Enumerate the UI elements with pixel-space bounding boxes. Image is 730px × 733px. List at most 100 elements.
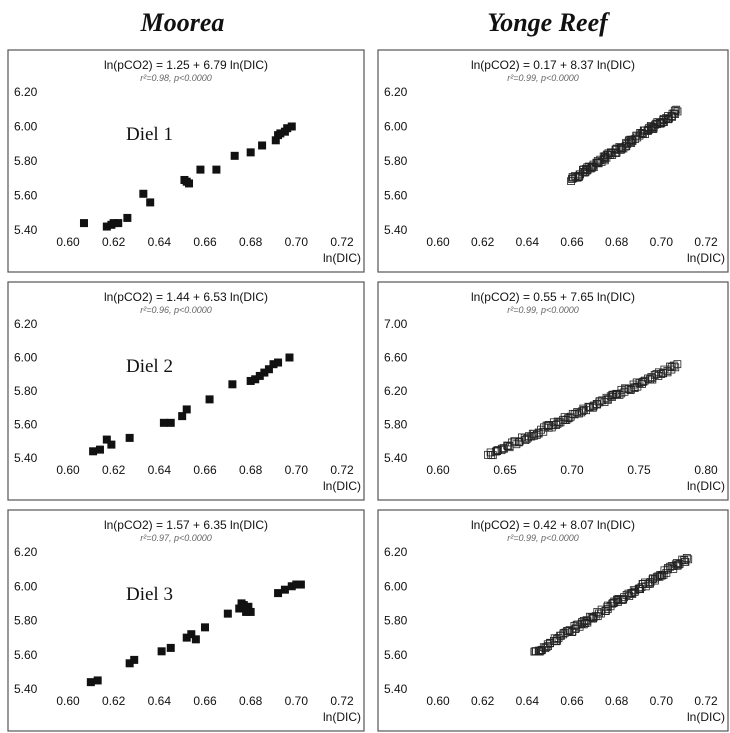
- x-tick-label: 0.72: [694, 694, 718, 708]
- y-tick-label: 5.80: [384, 154, 408, 168]
- data-point: [530, 429, 539, 438]
- x-tick-label: 0.68: [239, 463, 263, 477]
- data-point: [185, 179, 194, 188]
- data-point: [285, 353, 294, 362]
- data-point: [182, 633, 191, 642]
- x-tick-label: 0.64: [516, 694, 540, 708]
- x-axis-label: ln(DIC): [323, 710, 361, 724]
- y-tick-label: 6.00: [384, 579, 408, 593]
- data-point: [598, 396, 607, 405]
- x-tick-label: 0.68: [605, 235, 629, 249]
- data-point: [497, 446, 506, 455]
- x-tick-label: 0.80: [694, 463, 718, 477]
- y-tick-label: 5.40: [384, 223, 408, 237]
- data-point: [246, 607, 255, 616]
- x-axis-label: ln(DIC): [323, 251, 361, 265]
- data-point: [635, 379, 644, 388]
- data-point: [157, 647, 166, 656]
- x-tick-label: 0.62: [102, 694, 126, 708]
- data-point: [672, 105, 681, 114]
- x-tick-label: 0.66: [193, 235, 217, 249]
- x-tick-label: 0.75: [627, 463, 651, 477]
- panel-frame: [7, 509, 365, 732]
- data-point: [130, 655, 139, 664]
- x-tick-label: 0.70: [285, 235, 309, 249]
- data-point: [630, 383, 639, 392]
- data-point: [230, 151, 239, 160]
- y-tick-label: 5.40: [14, 223, 38, 237]
- data-point: [201, 623, 209, 632]
- diel-annotation: Diel 2: [126, 356, 173, 377]
- x-tick-label: 0.68: [239, 694, 263, 708]
- data-point: [658, 571, 667, 580]
- column-title-yonge-reef: Yonge Reef: [487, 8, 608, 37]
- x-tick-label: 0.66: [193, 694, 217, 708]
- data-point: [491, 447, 500, 456]
- x-tick-label: 0.72: [694, 235, 718, 249]
- x-axis-label: ln(DIC): [687, 251, 725, 265]
- data-point: [235, 604, 244, 613]
- diel-annotation: Diel 1: [126, 124, 173, 145]
- data-point: [527, 432, 536, 441]
- data-point: [581, 619, 590, 628]
- data-point: [191, 635, 200, 644]
- y-tick-label: 6.20: [384, 85, 408, 99]
- y-tick-label: 5.60: [14, 648, 38, 662]
- regression-stats: r²=0.99, p<0.0000: [507, 533, 579, 543]
- data-point: [587, 164, 596, 172]
- data-point: [565, 626, 574, 635]
- data-point: [166, 418, 175, 427]
- data-point: [86, 678, 95, 687]
- y-tick-label: 6.00: [14, 351, 38, 365]
- data-point: [244, 602, 253, 611]
- data-point: [486, 448, 495, 457]
- data-point: [251, 375, 260, 384]
- data-point: [159, 418, 168, 427]
- data-point: [292, 580, 301, 589]
- scatter-panel-3: ln(pCO2) = 1.44 + 6.53 ln(DIC)r²=0.96, p…: [7, 281, 365, 501]
- panel-frame: [377, 49, 729, 273]
- x-tick-label: 0.70: [285, 694, 309, 708]
- x-tick-label: 0.70: [650, 694, 674, 708]
- data-point: [107, 440, 116, 449]
- y-tick-label: 6.00: [14, 579, 38, 593]
- x-tick-label: 0.62: [102, 235, 126, 249]
- panel-frame: [377, 509, 729, 732]
- y-tick-label: 5.80: [14, 614, 38, 628]
- regression-stats: r²=0.99, p<0.0000: [507, 305, 579, 315]
- y-tick-label: 5.60: [384, 189, 408, 203]
- data-point: [556, 418, 565, 427]
- y-tick-label: 5.40: [384, 451, 408, 465]
- x-tick-label: 0.62: [102, 463, 126, 477]
- data-point: [574, 173, 583, 181]
- data-point: [102, 435, 111, 444]
- x-tick-label: 0.70: [285, 463, 309, 477]
- regression-equation: ln(pCO2) = 0.17 + 8.37 ln(DIC): [471, 58, 635, 72]
- data-point: [673, 360, 682, 369]
- data-point: [589, 614, 598, 623]
- data-point: [659, 570, 668, 579]
- data-point: [534, 428, 543, 437]
- data-point: [287, 122, 296, 131]
- data-point: [624, 385, 633, 393]
- y-tick-label: 5.60: [14, 189, 38, 203]
- x-tick-label: 0.66: [560, 694, 584, 708]
- data-point: [579, 404, 588, 413]
- x-tick-label: 0.60: [56, 694, 80, 708]
- x-tick-label: 0.64: [148, 235, 172, 249]
- regression-equation: ln(pCO2) = 0.42 + 8.07 ln(DIC): [471, 518, 635, 532]
- x-tick-label: 0.64: [148, 694, 172, 708]
- x-tick-label: 0.66: [193, 463, 217, 477]
- data-point: [139, 189, 148, 198]
- data-point: [287, 582, 296, 591]
- data-point: [569, 174, 578, 183]
- data-point: [587, 613, 596, 622]
- y-tick-label: 5.40: [14, 451, 38, 465]
- y-tick-label: 6.20: [384, 384, 408, 398]
- data-point: [603, 605, 612, 613]
- data-point: [596, 609, 605, 618]
- data-point: [246, 148, 255, 157]
- y-tick-label: 5.80: [384, 614, 408, 628]
- data-point: [271, 136, 280, 145]
- x-tick-label: 0.60: [426, 463, 450, 477]
